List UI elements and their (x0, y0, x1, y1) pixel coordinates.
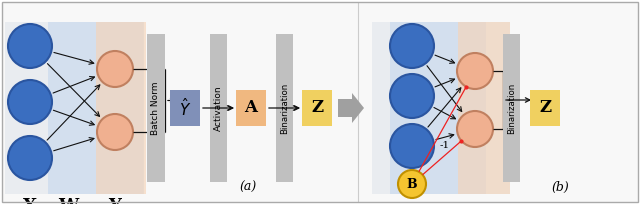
Text: W: W (58, 198, 78, 204)
Circle shape (390, 74, 434, 118)
FancyBboxPatch shape (210, 34, 227, 182)
Text: B: B (406, 177, 417, 191)
FancyBboxPatch shape (390, 22, 486, 194)
FancyArrow shape (338, 93, 364, 123)
Text: Z: Z (311, 100, 323, 116)
FancyBboxPatch shape (147, 34, 165, 182)
Circle shape (8, 80, 52, 124)
Circle shape (457, 111, 493, 147)
Circle shape (390, 124, 434, 168)
FancyBboxPatch shape (302, 90, 332, 126)
Circle shape (8, 24, 52, 68)
Text: -1: -1 (440, 142, 450, 151)
Text: Activation: Activation (214, 85, 223, 131)
Circle shape (390, 24, 434, 68)
Text: Binarization: Binarization (507, 82, 516, 134)
Circle shape (97, 114, 133, 150)
FancyBboxPatch shape (96, 22, 146, 194)
Text: X: X (23, 198, 37, 204)
Text: $\hat{Y}$: $\hat{Y}$ (179, 97, 191, 119)
FancyBboxPatch shape (2, 2, 638, 202)
FancyBboxPatch shape (236, 90, 266, 126)
FancyBboxPatch shape (170, 90, 200, 126)
Text: Binarization: Binarization (280, 82, 289, 134)
Circle shape (457, 53, 493, 89)
FancyBboxPatch shape (530, 90, 560, 126)
FancyBboxPatch shape (458, 22, 510, 194)
FancyBboxPatch shape (503, 34, 520, 182)
Text: Z: Z (539, 100, 551, 116)
Text: Y: Y (109, 198, 122, 204)
FancyBboxPatch shape (48, 22, 144, 194)
FancyBboxPatch shape (276, 34, 293, 182)
Circle shape (8, 136, 52, 180)
Text: (a): (a) (239, 181, 257, 194)
Circle shape (97, 51, 133, 87)
Text: Batch Norm: Batch Norm (152, 81, 161, 135)
Text: (b): (b) (551, 181, 569, 194)
FancyBboxPatch shape (372, 22, 510, 194)
Text: A: A (244, 100, 257, 116)
FancyBboxPatch shape (5, 22, 143, 194)
Circle shape (398, 170, 426, 198)
